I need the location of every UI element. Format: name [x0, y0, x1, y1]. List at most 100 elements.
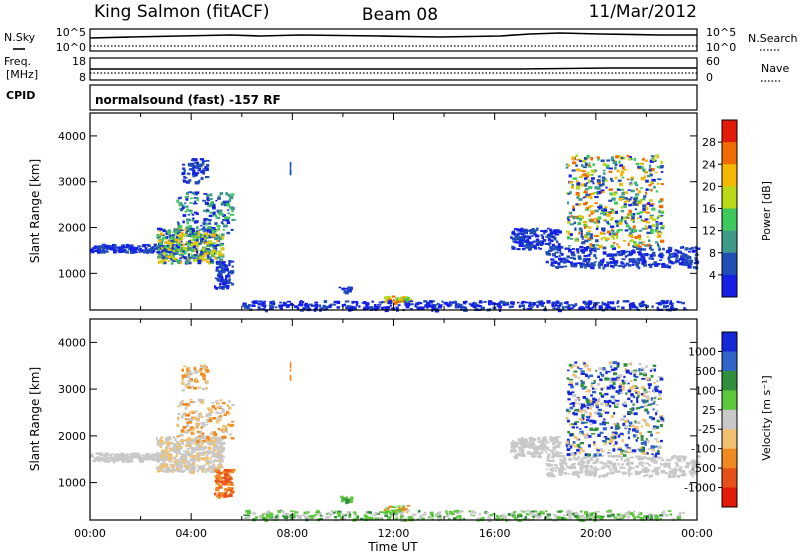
- power-echo: [178, 261, 182, 265]
- velocity-echo: [377, 517, 381, 520]
- power-echo: [605, 306, 610, 309]
- velocity-echo: [191, 447, 197, 451]
- velocity-echo: [620, 463, 624, 466]
- velocity-echo: [156, 458, 161, 462]
- power-echo: [548, 249, 552, 252]
- power-echo: [591, 212, 594, 215]
- power-echo: [462, 306, 466, 308]
- power-echo: [195, 250, 199, 254]
- velocity-echo: [334, 510, 337, 513]
- power-echo: [576, 196, 580, 199]
- velocity-echo: [438, 515, 441, 518]
- power-echo: [528, 245, 532, 249]
- power-echo: [220, 263, 223, 267]
- velocity-echo: [185, 467, 189, 471]
- power-echo: [410, 303, 414, 306]
- velocity-echo: [222, 425, 226, 428]
- velocity-echo: [549, 449, 553, 452]
- velocity-echo: [568, 381, 574, 384]
- power-x-ticks: [89, 113, 698, 310]
- velocity-echo: [114, 458, 118, 461]
- velocity-echo: [399, 517, 402, 520]
- velocity-echo: [178, 458, 183, 461]
- velocity-echo: [554, 514, 558, 517]
- velocity-echo: [569, 445, 573, 449]
- velocity-echo: [184, 439, 187, 442]
- velocity-echo: [641, 464, 644, 467]
- velocity-echo: [638, 368, 641, 372]
- power-echo: [141, 249, 144, 253]
- power-echo: [609, 218, 614, 221]
- velocity-echo: [141, 457, 146, 460]
- power-echo: [576, 168, 581, 172]
- power-echo: [610, 217, 614, 220]
- power-echo: [536, 301, 540, 304]
- power-echo: [581, 183, 586, 187]
- power-echo: [550, 235, 556, 239]
- power-echo: [208, 249, 211, 252]
- velocity-echo: [326, 516, 331, 519]
- power-echo: [222, 200, 226, 204]
- velocity-echo: [563, 472, 568, 475]
- power-echo: [642, 168, 646, 172]
- power-echo: [551, 248, 556, 251]
- power-echo: [650, 155, 655, 157]
- power-echo: [617, 179, 622, 182]
- power-echo: [606, 159, 611, 162]
- power-echo: [585, 226, 589, 228]
- velocity-echo: [533, 510, 538, 513]
- power-echo: [289, 172, 292, 176]
- velocity-echo: [644, 474, 649, 477]
- velocity-echo: [216, 495, 219, 498]
- velocity-echo: [609, 361, 613, 365]
- velocity-echo: [203, 364, 206, 367]
- power-echo: [221, 203, 224, 206]
- power-echo: [592, 247, 597, 251]
- power-echo: [251, 300, 255, 304]
- power-echo: [553, 260, 557, 264]
- power-echo: [438, 304, 443, 307]
- power-echo: [156, 236, 159, 240]
- power-echo: [674, 253, 678, 256]
- velocity-echo: [642, 390, 647, 394]
- velocity-echo: [568, 517, 571, 521]
- power-echo: [160, 247, 164, 250]
- power-echo: [185, 226, 189, 229]
- power-echo: [567, 219, 571, 223]
- velocity-echo: [597, 375, 600, 379]
- power-echo: [222, 214, 226, 218]
- velocity-echo: [690, 472, 693, 476]
- velocity-echo: [580, 407, 583, 410]
- power-echo: [178, 224, 183, 229]
- velocity-echo: [618, 426, 621, 430]
- power-echo: [583, 255, 588, 258]
- power-echo: [646, 236, 650, 238]
- power-echo: [183, 233, 187, 236]
- velocity-echo: [310, 516, 314, 519]
- power-echo: [566, 230, 570, 233]
- velocity-echo: [510, 448, 514, 452]
- power-echo: [190, 212, 193, 214]
- velocity-echo: [220, 429, 224, 432]
- power-echo: [211, 203, 216, 206]
- x-tick-label: 20:00: [580, 527, 612, 540]
- velocity-echo: [646, 411, 650, 415]
- velocity-echo: [217, 493, 221, 497]
- power-echo: [196, 197, 199, 202]
- power-echo: [643, 175, 647, 179]
- power-echo: [641, 158, 645, 161]
- velocity-echo: [420, 514, 424, 517]
- power-echo: [618, 228, 623, 232]
- velocity-echo: [654, 386, 658, 390]
- velocity-echo: [606, 514, 612, 518]
- power-echo: [263, 300, 266, 303]
- velocity-echo: [551, 456, 555, 459]
- velocity-echo: [367, 511, 372, 514]
- velocity-echo: [608, 511, 612, 514]
- power-echo: [614, 176, 618, 180]
- power-echo: [432, 300, 435, 303]
- power-echo: [194, 248, 198, 250]
- velocity-echo: [400, 509, 405, 512]
- power-echo: [217, 197, 221, 200]
- power-echo: [219, 212, 224, 216]
